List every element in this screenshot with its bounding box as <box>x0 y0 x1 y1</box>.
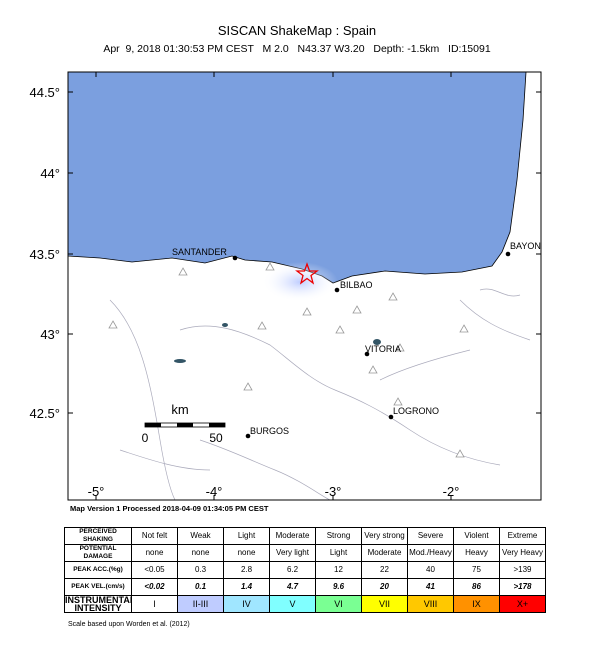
map-frame <box>67 71 542 501</box>
scale-bar <box>144 422 226 428</box>
legend-cell: VII <box>361 595 408 613</box>
subtitle: Apr 9, 2018 01:30:53 PM CEST M 2.0 N43.3… <box>103 43 491 55</box>
legend-cell: Light <box>223 527 270 545</box>
legend-cell: VIII <box>407 595 454 613</box>
legend-cell: 6.2 <box>269 561 316 579</box>
lat-label: 43° <box>40 327 60 342</box>
legend-cell: Severe <box>407 527 454 545</box>
legend-cell: <0.05 <box>131 561 178 579</box>
legend-cell: Heavy <box>453 544 500 562</box>
legend-cell: 86 <box>453 578 500 596</box>
lat-label: 44.5° <box>29 85 60 100</box>
place-label: BAYON <box>510 241 541 251</box>
place-label: SANTANDER <box>172 247 227 257</box>
legend-cell: 0.3 <box>177 561 224 579</box>
legend-cell: Violent <box>453 527 500 545</box>
legend-cell: Mod./Heavy <box>407 544 454 562</box>
place-label: BURGOS <box>250 426 289 436</box>
legend-header: PEAK ACC.(%g) <box>64 561 132 579</box>
legend-cell: Strong <box>315 527 362 545</box>
sea <box>67 71 527 284</box>
legend-cell: 41 <box>407 578 454 596</box>
place-label: LOGRONO <box>393 406 439 416</box>
legend-cell: VI <box>315 595 362 613</box>
legend-cell: Very strong <box>361 527 408 545</box>
legend-cell: Very light <box>269 544 316 562</box>
lon-label: -4° <box>206 484 223 499</box>
legend-cell: Light <box>315 544 362 562</box>
legend-cell: 9.6 <box>315 578 362 596</box>
legend-cell: <0.02 <box>131 578 178 596</box>
legend-cell: 22 <box>361 561 408 579</box>
legend-cell: Very Heavy <box>499 544 546 562</box>
legend-cell: none <box>131 544 178 562</box>
legend-cell: Moderate <box>269 527 316 545</box>
legend-cell: none <box>177 544 224 562</box>
legend-cell: IV <box>223 595 270 613</box>
legend-cell: IX <box>453 595 500 613</box>
legend-cell: Extreme <box>499 527 546 545</box>
legend-row: POTENTIAL DAMAGE none none none Very light Li… <box>64 544 546 562</box>
legend-cell: Not felt <box>131 527 178 545</box>
legend-row: PERCEIVED SHAKING Not felt Weak Light Modera… <box>64 527 546 545</box>
shaking-area <box>262 262 338 302</box>
lon-label: -3° <box>325 484 342 499</box>
legend-cell: 0.1 <box>177 578 224 596</box>
legend-cell: 12 <box>315 561 362 579</box>
processed-note: Map Version 1 Processed 2018-04-09 01:34… <box>70 504 269 513</box>
legend-row: PEAK VEL.(cm/s) <0.02 0.1 1.4 4.7 9.6 20 41 86 >1… <box>64 578 546 596</box>
legend-cell: II-III <box>177 595 224 613</box>
legend-cell: I <box>131 595 178 613</box>
lon-label: -2° <box>443 484 460 499</box>
legend-cell: >139 <box>499 561 546 579</box>
legend-cell: 1.4 <box>223 578 270 596</box>
scale-unit: km <box>171 402 188 417</box>
legend-cell: V <box>269 595 316 613</box>
legend-cell: Moderate <box>361 544 408 562</box>
legend-cell: none <box>223 544 270 562</box>
stations <box>108 262 469 458</box>
lon-label: -5° <box>88 484 105 499</box>
epicenter <box>295 262 319 285</box>
lat-label: 43.5° <box>29 247 60 262</box>
scale-label: 50 <box>209 431 223 445</box>
rivers <box>109 288 531 501</box>
legend-cell: 20 <box>361 578 408 596</box>
legend-cell: Weak <box>177 527 224 545</box>
place-label: VITORIA <box>365 344 401 354</box>
legend-cell: >178 <box>499 578 546 596</box>
legend-cell: 75 <box>453 561 500 579</box>
legend-header: POTENTIAL DAMAGE <box>64 544 132 562</box>
legend-cell: X+ <box>499 595 546 613</box>
credit: Scale based upon Worden et al. (2012) <box>68 621 190 628</box>
lat-label: 44° <box>40 166 60 181</box>
legend-cell: 2.8 <box>223 561 270 579</box>
city-dots <box>232 251 511 439</box>
title: SISCAN ShakeMap : Spain <box>218 23 376 38</box>
legend-row: INSTRUMENTAL INTENSITY I II-III IV V VI VII VII… <box>64 595 546 613</box>
legend-cell: 40 <box>407 561 454 579</box>
scale-label: 0 <box>142 431 149 445</box>
legend-table: PERCEIVED SHAKING Not felt Weak Light Modera… <box>64 527 546 613</box>
legend-header: PEAK VEL.(cm/s) <box>64 578 132 596</box>
legend-cell: 4.7 <box>269 578 316 596</box>
lat-label: 42.5° <box>29 406 60 421</box>
legend-header: INSTRUMENTAL INTENSITY <box>64 595 132 613</box>
reservoirs <box>174 323 381 363</box>
legend-header: PERCEIVED SHAKING <box>64 527 132 545</box>
place-label: BILBAO <box>340 280 373 290</box>
legend-row: PEAK ACC.(%g) <0.05 0.3 2.8 6.2 12 22 40 75 >139 <box>64 561 546 579</box>
